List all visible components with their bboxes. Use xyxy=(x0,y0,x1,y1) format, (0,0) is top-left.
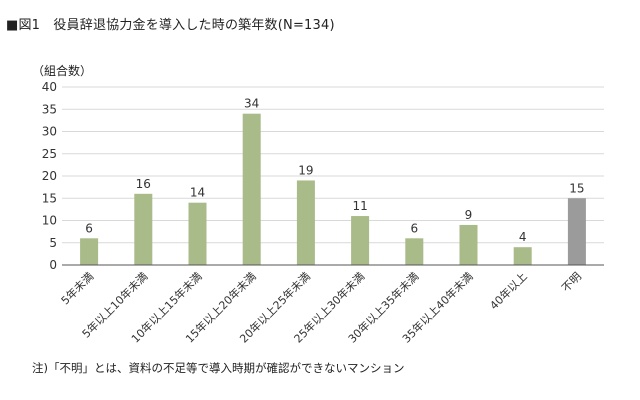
bar xyxy=(351,216,370,265)
y-tick-label: 30 xyxy=(42,125,57,139)
y-tick-label: 25 xyxy=(42,147,57,161)
data-labels: 6 16 14 34 19 11 6 9 4 15 xyxy=(85,97,584,245)
bar xyxy=(188,202,207,265)
bar xyxy=(459,224,478,265)
category-label: 不明 xyxy=(559,270,584,295)
bar xyxy=(405,238,424,265)
grid-lines xyxy=(62,86,604,244)
y-tick-label: 10 xyxy=(42,214,57,228)
y-axis-label: （組合数） xyxy=(32,64,93,78)
y-tick-label: 35 xyxy=(42,102,57,116)
data-label: 9 xyxy=(465,208,473,222)
data-label: 15 xyxy=(569,181,584,195)
data-label: 34 xyxy=(244,97,259,111)
bar xyxy=(296,180,315,265)
y-tick-label: 40 xyxy=(42,80,57,94)
y-tick-label: 15 xyxy=(42,191,57,205)
data-label: 6 xyxy=(85,221,93,235)
y-tick-label: 5 xyxy=(49,236,57,250)
y-tick-label: 0 xyxy=(49,258,57,272)
y-tick-labels: 0 5 10 15 20 25 30 35 40 xyxy=(42,80,57,272)
data-label: 4 xyxy=(519,230,527,244)
data-label: 19 xyxy=(298,163,313,177)
data-label: 11 xyxy=(352,199,367,213)
y-tick-label: 20 xyxy=(42,169,57,183)
chart-title: ■図1 役員辞退協力金を導入した時の築年数(N=134) xyxy=(6,18,335,33)
data-label: 6 xyxy=(410,221,418,235)
category-labels: 5年未満5年以上10年未満10年以上15年未満15年以上20年未満20年以上25… xyxy=(58,269,584,345)
bar xyxy=(134,193,153,265)
bars xyxy=(80,113,586,265)
category-label: 40年以上 xyxy=(487,269,530,312)
data-label: 16 xyxy=(136,177,151,191)
bar xyxy=(567,198,586,265)
bar xyxy=(242,113,261,265)
bar xyxy=(80,238,99,265)
data-label: 14 xyxy=(190,186,205,200)
bar xyxy=(513,247,532,265)
footnote: 注)「不明」とは、資料の不足等で導入時期が確認ができないマンション xyxy=(32,361,405,375)
category-label: 5年未満 xyxy=(58,269,96,307)
